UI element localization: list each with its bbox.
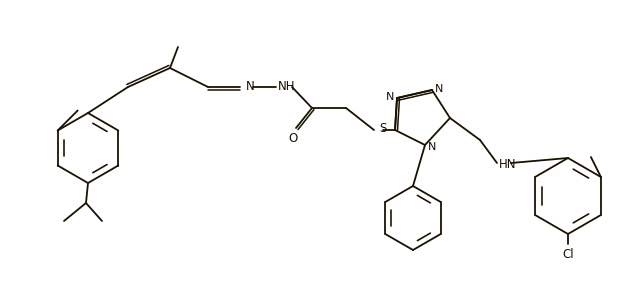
Text: Cl: Cl [562,248,574,260]
Text: N: N [435,84,444,94]
Text: N: N [428,142,437,152]
Text: O: O [288,132,298,146]
Text: N: N [246,81,255,93]
Text: NH: NH [278,81,296,93]
Text: HN: HN [499,159,516,171]
Text: N: N [386,92,394,102]
Text: S: S [379,123,386,136]
